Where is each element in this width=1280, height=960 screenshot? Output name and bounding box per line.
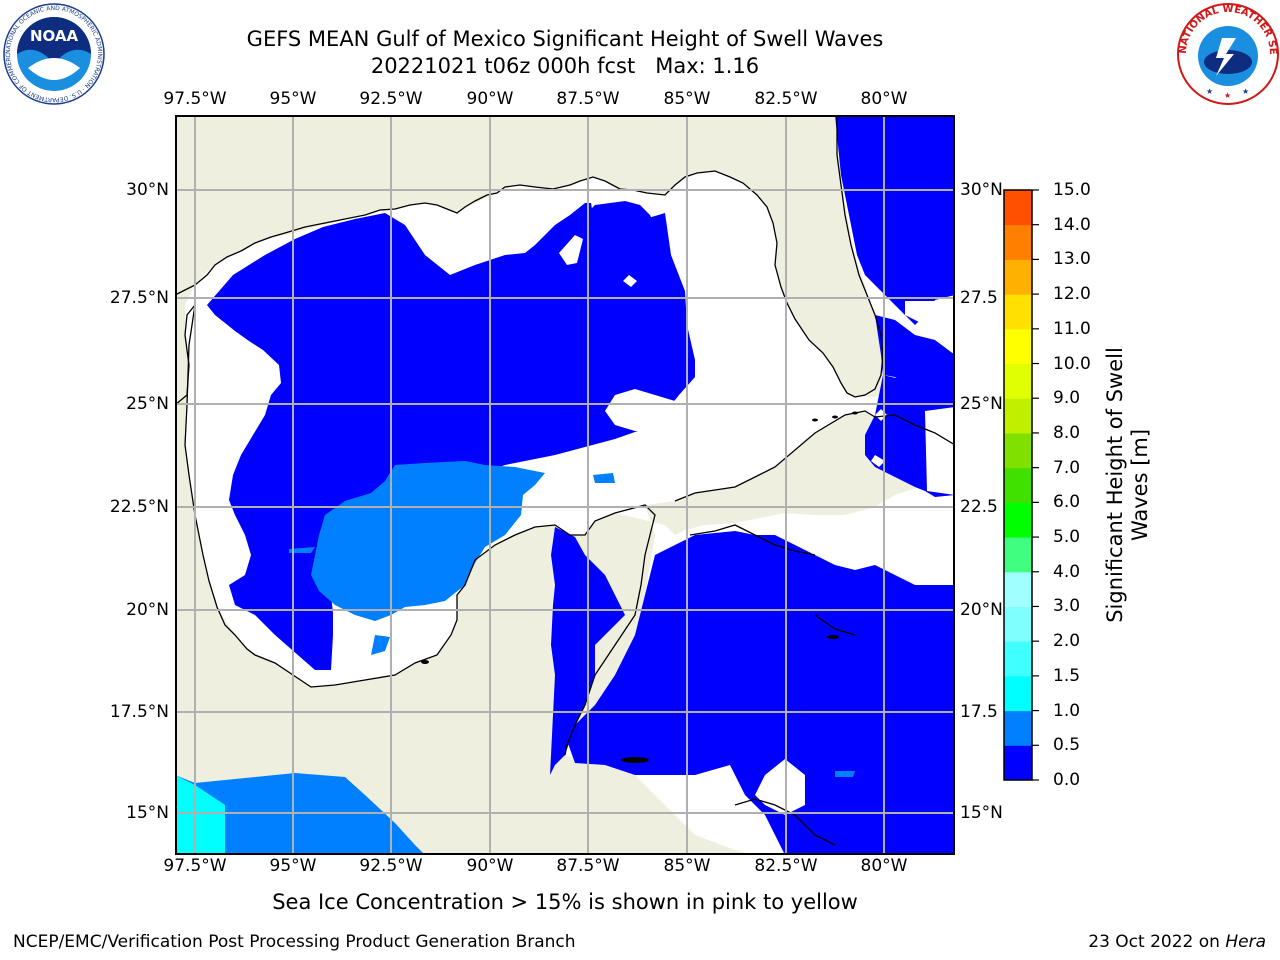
lat-label-left: 27.5°N [109, 288, 169, 308]
noaa-logo: NATIONAL OCEANIC AND ATMOSPHERIC ADMINIS… [2, 2, 105, 105]
colorbar-tick-label: 0.0 [1053, 770, 1081, 790]
colorbar-segment [1004, 432, 1032, 469]
lat-label-left: 25°N [126, 394, 169, 414]
lat-label-left: 17.5°N [109, 702, 169, 722]
chart-subtitle: 20221021 t06z 000h fcst Max: 1.16 [175, 54, 955, 78]
lon-label-bottom: 85°W [663, 856, 711, 876]
colorbar-frame [1003, 189, 1033, 781]
colorbar-label-line1: Significant Height of Swell [1103, 347, 1127, 623]
lon-label-top: 90°W [466, 89, 514, 109]
lon-label-top: 87.5°W [556, 89, 620, 109]
lat-label-left: 22.5°N [109, 497, 169, 517]
lat-label-right: 30°N [960, 180, 1003, 200]
forecast-date: 20221021 t06z 000h fcst [370, 54, 636, 78]
lat-label-left: 20°N [126, 600, 169, 620]
colorbar-label: Significant Height of Swell Waves [m] [1103, 347, 1153, 623]
colorbar-segment [1004, 502, 1032, 538]
colorbar-segment [1004, 398, 1032, 434]
central-america-land [175, 715, 345, 765]
colorbar-segment [1004, 641, 1032, 677]
colorbar-tick-label: 13.0 [1053, 249, 1091, 270]
no-data-patches [559, 235, 955, 815]
lat-label-right: 15°N [960, 803, 1003, 823]
colorbar-tick-label: 1.0 [1053, 700, 1081, 721]
graticule [175, 115, 955, 855]
map-frame [175, 115, 955, 855]
max-value: Max: 1.16 [655, 54, 760, 78]
sea-ice-note: Sea Ice Concentration > 15% is shown in … [272, 890, 858, 914]
lat-label-left: 15°N [126, 803, 169, 823]
lon-label-top: 97.5°W [163, 89, 227, 109]
svg-text:★: ★ [1242, 87, 1249, 96]
lon-label-bottom: 97.5°W [163, 856, 227, 876]
lon-label-bottom: 80°W [860, 856, 908, 876]
colorbar-tick-label: 8.0 [1053, 422, 1081, 443]
lon-label-top: 82.5°W [754, 89, 818, 109]
colorbar-tick-label: 5.0 [1053, 527, 1081, 548]
colorbar-tick-label: 3.0 [1053, 596, 1081, 617]
lon-label-top: 95°W [269, 89, 317, 109]
colorbar-segment [1004, 710, 1032, 746]
lat-label-right: 22.5 [960, 497, 998, 517]
lon-label-bottom: 92.5°W [359, 856, 423, 876]
colorbar-tick-label: 4.0 [1053, 561, 1081, 582]
colorbar-segment [1004, 675, 1032, 712]
colorbar-segment [1004, 606, 1032, 642]
colorbar [1003, 189, 1039, 781]
coastlines [175, 115, 955, 846]
colorbar-segment [1004, 537, 1032, 573]
lon-label-bottom: 87.5°W [556, 856, 620, 876]
svg-text:★: ★ [1224, 91, 1231, 100]
credit-date: 23 Oct 2022 on Hera [1088, 932, 1266, 952]
noaa-logo-text: NOAA [30, 27, 79, 45]
colorbar-tick-label: 0.5 [1053, 735, 1081, 756]
credit-date-text: 23 Oct 2022 on [1088, 932, 1226, 952]
swell-map [175, 115, 955, 855]
credit-machine: Hera [1225, 932, 1266, 952]
colorbar-tick-label: 2.0 [1053, 631, 1081, 652]
colorbar-tick-label: 14.0 [1053, 214, 1091, 235]
lat-label-left: 30°N [126, 180, 169, 200]
lon-label-bottom: 82.5°W [754, 856, 818, 876]
colorbar-segment [1004, 745, 1032, 781]
lat-label-right: 25°N [960, 394, 1003, 414]
lat-label-right: 20°N [960, 600, 1003, 620]
chart-title: GEFS MEAN Gulf of Mexico Significant Hei… [246, 27, 884, 51]
nws-logo: NATIONAL WEATHER SERVICE ★ ★ ★ [1176, 2, 1279, 105]
colorbar-tick-label: 7.0 [1053, 457, 1081, 478]
colorbar-segment [1004, 294, 1032, 330]
colorbar-label-line2: Waves [m] [1128, 428, 1152, 542]
credit-organization: NCEP/EMC/Verification Post Processing Pr… [13, 932, 576, 952]
colorbar-segment [1004, 190, 1032, 226]
colorbar-tick-label: 11.0 [1053, 318, 1091, 339]
colorbar-tick-label: 10.0 [1053, 353, 1091, 374]
svg-text:★: ★ [1206, 87, 1213, 96]
colorbar-segment [1004, 363, 1032, 399]
lon-label-bottom: 90°W [466, 856, 514, 876]
colorbar-segment [1004, 467, 1032, 503]
swell-band-1.0-1.5 [175, 775, 225, 855]
colorbar-segment [1004, 571, 1032, 607]
colorbar-segment [1004, 259, 1032, 295]
lat-label-right: 17.5 [960, 702, 998, 722]
colorbar-segment [1004, 328, 1032, 365]
colorbar-tick-label: 12.0 [1053, 284, 1091, 305]
colorbar-tick-label: 9.0 [1053, 388, 1081, 409]
islands [421, 411, 858, 763]
lon-label-top: 92.5°W [359, 89, 423, 109]
lat-label-right: 27.5 [960, 288, 998, 308]
lon-label-top: 85°W [663, 89, 711, 109]
lon-label-top: 80°W [860, 89, 908, 109]
colorbar-segment [1004, 224, 1032, 260]
colorbar-tick-label: 6.0 [1053, 492, 1081, 513]
colorbar-tick-label: 1.5 [1053, 665, 1081, 686]
lon-label-bottom: 95°W [269, 856, 317, 876]
colorbar-tick-label: 15.0 [1053, 180, 1091, 200]
